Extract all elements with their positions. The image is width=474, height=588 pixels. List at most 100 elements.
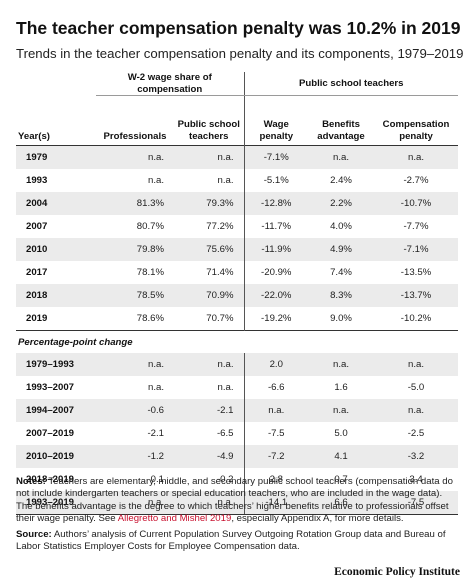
cell-benefits-advantage: 4.9% xyxy=(308,238,374,261)
cell-teachers: -2.1 xyxy=(174,399,245,422)
cell-teachers: n.a. xyxy=(174,145,245,169)
cell-teachers: 70.9% xyxy=(174,284,245,307)
column-header-row: Year(s) Professionals Public school teac… xyxy=(16,95,458,146)
notes-text-end: , especially Appendix A, for more detail… xyxy=(231,513,404,525)
cell-professionals: -0.6 xyxy=(96,399,174,422)
cell-wage-penalty: -7.2 xyxy=(244,445,308,468)
cell-benefits-advantage: 9.0% xyxy=(330,313,352,324)
table-row: 2007 80.7% 77.2% -11.7% 4.0% -7.7% xyxy=(16,215,458,238)
cell-professionals: 79.8% xyxy=(96,238,174,261)
group-header-spacer xyxy=(16,72,96,96)
cell-years: 1993 xyxy=(26,175,48,186)
cell-benefits-advantage: 2.2% xyxy=(308,192,374,215)
cell-professionals: 80.7% xyxy=(136,221,164,232)
cell-years: 2004 xyxy=(16,192,96,215)
cell-compensation-penalty: n.a. xyxy=(374,145,458,169)
cell-teachers: -6.5 xyxy=(174,422,245,445)
cell-professionals: 81.3% xyxy=(96,192,174,215)
cell-professionals: 0.1 xyxy=(150,474,164,485)
cell-teachers: 77.2% xyxy=(174,215,245,238)
cell-compensation-penalty: -3.2 xyxy=(374,445,458,468)
table-row: 2004 81.3% 79.3% -12.8% 2.2% -10.7% xyxy=(16,192,458,215)
cell-years: 1993–2019 xyxy=(16,491,96,515)
table-row: 1994–2007 -0.6 -2.1 n.a. n.a. n.a. xyxy=(16,399,458,422)
cell-wage-penalty: 2.0 xyxy=(244,353,308,376)
cell-wage-penalty: -7.5 xyxy=(267,428,285,439)
cell-compensation-penalty: -2.5 xyxy=(407,428,425,439)
cell-teachers: -4.9 xyxy=(174,445,245,468)
col-header-years: Year(s) xyxy=(18,130,50,142)
group-header-w2: W-2 wage share of compensation xyxy=(96,72,245,96)
cell-compensation-penalty: -7.5 xyxy=(374,491,458,515)
cell-wage-penalty: -12.8% xyxy=(244,192,308,215)
cell-years: 2010–2019 xyxy=(16,445,96,468)
cell-professionals: 78.6% xyxy=(136,313,164,324)
table-row: 2007–2019 -2.1 -6.5 -7.5 5.0 -2.5 xyxy=(16,422,458,445)
cell-teachers: 75.6% xyxy=(174,238,245,261)
cell-benefits-advantage: 5.0 xyxy=(334,428,348,439)
year-rows: 1979 n.a. n.a. -7.1% n.a. n.a. 1993 n.a. n.a. -5.… xyxy=(16,145,458,331)
cell-years: 2010 xyxy=(16,238,96,261)
table-row: 2010–2019 -1.2 -4.9 -7.2 4.1 -3.2 xyxy=(16,445,458,468)
cell-compensation-penalty: -7.7% xyxy=(403,221,429,232)
table-row: 1979 n.a. n.a. -7.1% n.a. n.a. xyxy=(16,145,458,169)
cell-teachers: n.a. xyxy=(174,169,245,192)
cell-wage-penalty: -20.9% xyxy=(261,267,292,278)
cell-benefits-advantage: n.a. xyxy=(308,399,374,422)
notes-block: Notes: Teachers are elementary, middle, … xyxy=(16,476,460,556)
cell-years: 2007 xyxy=(26,221,48,232)
cell-professionals: n.a. xyxy=(147,382,164,393)
chart-title: The teacher compensation penalty was 10.… xyxy=(16,18,461,38)
cell-teachers: 79.3% xyxy=(174,192,245,215)
cell-benefits-advantage: 2.4% xyxy=(330,175,352,186)
cell-wage-penalty: -6.6 xyxy=(267,382,285,393)
cell-professionals: 78.5% xyxy=(96,284,174,307)
chart-subtitle: Trends in the teacher compensation penal… xyxy=(16,46,464,61)
cell-professionals: n.a. xyxy=(147,175,164,186)
cell-wage-penalty: -22.0% xyxy=(244,284,308,307)
cell-years: 2007–2019 xyxy=(26,428,75,439)
cell-benefits-advantage: 6.6 xyxy=(308,491,374,515)
cell-compensation-penalty: n.a. xyxy=(374,399,458,422)
cell-teachers: n.a. xyxy=(174,491,245,515)
cell-years: 2019 xyxy=(26,313,48,324)
cell-years: 2017 xyxy=(26,267,48,278)
table-row: 2018–2019 0.1 -0.2 2.8 0.7 3.4 xyxy=(16,468,458,491)
cell-benefits-advantage: n.a. xyxy=(308,145,374,169)
source-label: Source: xyxy=(16,528,52,540)
cell-professionals: n.a. xyxy=(96,491,174,515)
table-row: 2019 78.6% 70.7% -19.2% 9.0% -10.2% xyxy=(16,307,458,331)
cell-benefits-advantage: n.a. xyxy=(308,353,374,376)
pct-change-label: Percentage-point change xyxy=(16,330,458,353)
cell-compensation-penalty: -10.2% xyxy=(400,313,432,324)
cell-professionals: n.a. xyxy=(96,353,174,376)
cell-compensation-penalty: -7.1% xyxy=(374,238,458,261)
table-row: 1993–2007 n.a. n.a. -6.6 1.6 -5.0 xyxy=(16,376,458,399)
source-text: Authors’ analysis of Current Population … xyxy=(16,528,446,553)
table-row: 2010 79.8% 75.6% -11.9% 4.9% -7.1% xyxy=(16,238,458,261)
cell-wage-penalty: n.a. xyxy=(244,399,308,422)
cell-years: 1994–2007 xyxy=(16,399,96,422)
group-header-row: W-2 wage share of compensation Public sc… xyxy=(16,72,458,96)
table-row: 2018 78.5% 70.9% -22.0% 8.3% -13.7% xyxy=(16,284,458,307)
cell-years: 1979–1993 xyxy=(16,353,96,376)
cell-professionals: n.a. xyxy=(96,145,174,169)
notes-link[interactable]: Allegretto and Mishel 2019 xyxy=(117,513,232,525)
table-row: 2017 78.1% 71.4% -20.9% 7.4% -13.5% xyxy=(16,261,458,284)
compensation-table: W-2 wage share of compensation Public sc… xyxy=(16,72,458,515)
cell-wage-penalty: -11.7% xyxy=(261,221,292,232)
cell-wage-penalty: -19.2% xyxy=(261,313,292,324)
pct-change-rows: 1979–1993 n.a. n.a. 2.0 n.a. n.a. 1993–2007 n.a… xyxy=(16,353,458,515)
cell-teachers: n.a. xyxy=(174,376,245,399)
notes-paragraph: Notes: Teachers are elementary, middle, … xyxy=(16,476,460,526)
cell-benefits-advantage: 4.1 xyxy=(308,445,374,468)
cell-benefits-advantage: 0.7 xyxy=(334,474,348,485)
col-header-benefits-advantage: Benefits advantage xyxy=(317,119,365,142)
cell-wage-penalty: -11.9% xyxy=(244,238,308,261)
cell-compensation-penalty: -2.7% xyxy=(403,175,429,186)
pct-change-label-row: Percentage-point change xyxy=(16,330,458,353)
cell-years: 1993–2007 xyxy=(26,382,75,393)
group-header-public-school: Public school teachers xyxy=(244,72,458,96)
cell-teachers: n.a. xyxy=(174,353,245,376)
